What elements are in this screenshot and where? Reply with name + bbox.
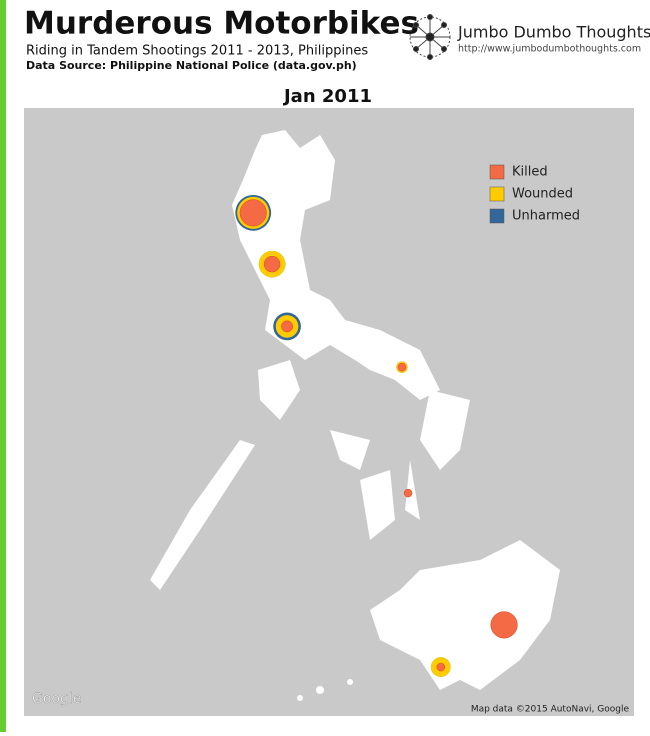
logo-icon [409,14,451,60]
killed-circle [239,199,267,227]
title: Murderous Motorbikes [24,6,419,42]
killed-circle [436,662,446,672]
legend-label: Unharmed [512,209,580,224]
killed-circle [281,320,293,333]
source: Data Source: Philippine National Police … [26,59,357,72]
logo-name: Jumbo Dumbo Thoughts [457,23,650,42]
side-bar [0,0,6,732]
logo-url: http://www.jumbodumbothoughts.com [458,44,641,55]
killed-circle [403,488,413,498]
legend-label: Wounded [512,187,573,202]
killed-circle [397,362,407,372]
killed-circle [490,611,518,639]
google-logo: Google [32,691,81,707]
subtitle: Riding in Tandem Shootings 2011 - 2013, … [26,44,368,59]
legend-label: Killed [512,165,548,180]
legend-swatch [489,186,505,202]
legend-swatch [489,164,505,180]
killed-circle [263,255,281,273]
map-title: Jan 2011 [282,86,372,107]
legend-swatch [489,208,505,224]
attribution: Map data ©2015 AutoNavi, Google [471,705,630,715]
